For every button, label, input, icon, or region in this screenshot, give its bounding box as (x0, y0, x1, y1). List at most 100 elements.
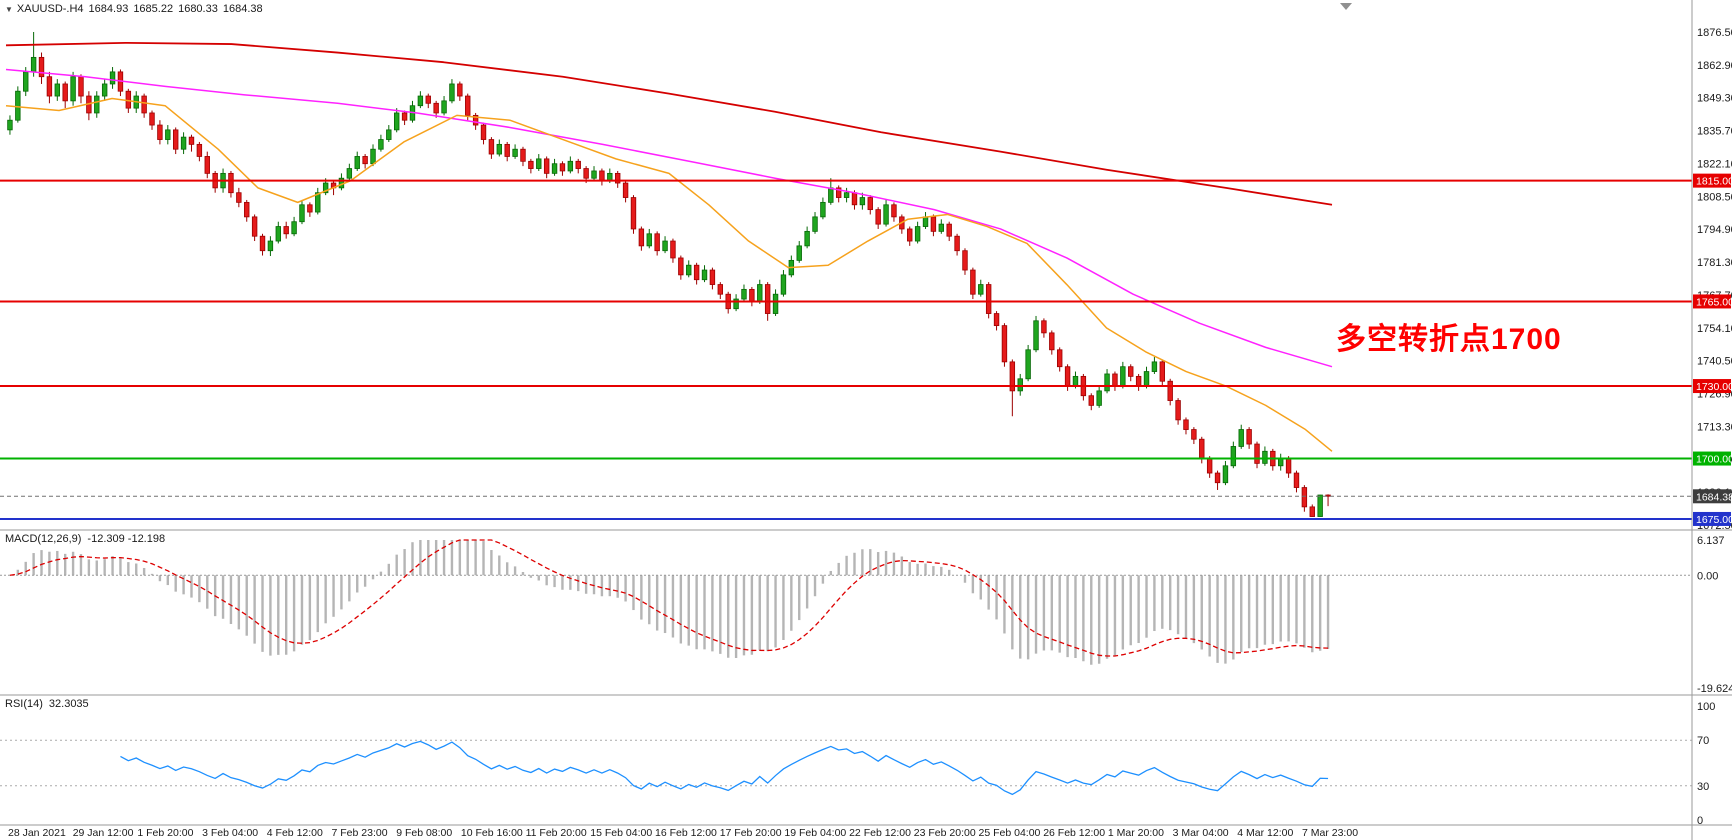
level-1700.00-badge (1693, 451, 1731, 466)
candle-body (196, 143, 203, 157)
candle-body (946, 223, 952, 237)
candle-body (480, 124, 487, 140)
rsi-line (120, 740, 1329, 796)
candle-body (536, 158, 542, 169)
candle-body (141, 95, 147, 114)
candle-body (267, 240, 274, 252)
candle-body (1064, 366, 1071, 387)
level-1700.00-badge-label: 1700.00 (1696, 454, 1732, 466)
price-axis-label: 1849.30 (1697, 93, 1732, 105)
level-1730.00-badge-label: 1730.00 (1696, 381, 1732, 393)
macd-values: -12.309 -12.198 (87, 533, 166, 545)
candle-body (1285, 458, 1292, 474)
rsi-axis-label: 30 (1697, 781, 1709, 793)
price-axis[interactable]: 1876.50 1862.90 1849.30 1835.70 1822.10 1808.… (1697, 27, 1732, 827)
macd-axis-label: 6.137 (1697, 535, 1725, 547)
candle-body (978, 284, 984, 295)
chart-shift-marker-icon[interactable] (1340, 3, 1352, 10)
time-axis-label: 9 Feb 08:00 (396, 827, 452, 839)
macd-indicator-label: MACD(12,26,9) -12.309 -12.198 (5, 533, 165, 545)
candle-body (701, 269, 708, 281)
candle-body (1033, 320, 1039, 351)
candle-body (283, 226, 289, 235)
candle-body (528, 160, 534, 169)
time-axis-label: 1 Feb 20:00 (137, 827, 193, 839)
rsi-name: RSI(14) (5, 698, 43, 710)
candle-body (259, 235, 266, 252)
candle-body (709, 269, 716, 285)
candle-body (1120, 366, 1126, 387)
candle-body (1143, 371, 1150, 387)
symbol-dropdown-arrow-icon[interactable]: ▼ (5, 5, 13, 14)
candle-body (1254, 443, 1260, 464)
candlestick-series (7, 32, 1331, 517)
candle-body (733, 298, 739, 310)
candle-body (94, 95, 100, 114)
candle-body (993, 313, 1000, 327)
candle-body (543, 158, 550, 174)
level-1675.00-badge (1693, 511, 1731, 526)
candle-body (78, 76, 84, 97)
candle-body (970, 269, 976, 295)
time-axis-label: 17 Feb 20:00 (720, 827, 782, 839)
candle-body (125, 90, 132, 109)
candle-body (828, 187, 834, 203)
candle-body (46, 76, 53, 97)
time-axis-label: 23 Feb 20:00 (914, 827, 976, 839)
level-1815.00-badge (1693, 173, 1731, 188)
candle-body (1317, 494, 1323, 517)
time-axis[interactable]: 28 Jan 2021 29 Jan 12:00 1 Feb 20:00 3 Feb … (8, 827, 1358, 839)
price-axis-label: 1808.50 (1697, 191, 1732, 203)
candle-body (1096, 390, 1102, 406)
candle-body (393, 112, 400, 131)
moving-average-slow[interactable] (5, 41, 1333, 206)
moving-average-mid[interactable] (5, 68, 1333, 368)
bid-price-badge (1693, 489, 1731, 504)
level-1815.00-badge-label: 1815.00 (1696, 176, 1732, 188)
candle-body (1183, 419, 1189, 430)
price-axis-label: 1862.90 (1697, 60, 1732, 72)
candle-body (172, 129, 179, 150)
candle-body (1104, 373, 1110, 392)
candle-body (1222, 465, 1229, 484)
time-axis-label: 4 Mar 12:00 (1237, 827, 1293, 839)
candle-body (962, 250, 968, 271)
candle-body (591, 170, 597, 179)
candle-body (875, 209, 881, 225)
candle-body (638, 228, 645, 247)
candle-body (954, 235, 960, 252)
macd-name: MACD(12,26,9) (5, 533, 82, 545)
candle-body (62, 83, 68, 102)
symbol-name: XAUUSD-.H4 (16, 3, 84, 15)
candle-body (1191, 429, 1197, 440)
candle-body (1199, 438, 1205, 459)
candle-body (496, 143, 503, 155)
candle-body (567, 160, 574, 172)
candle-body (1301, 487, 1308, 508)
candle-body (109, 71, 116, 85)
candle-body (820, 201, 826, 218)
candle-body (1277, 458, 1284, 467)
time-axis-label: 15 Feb 04:00 (590, 827, 652, 839)
candle-body (764, 284, 771, 314)
macd-axis-label: 0.00 (1697, 570, 1718, 582)
candle-body (275, 226, 282, 242)
time-axis-label: 29 Jan 12:00 (73, 827, 134, 839)
candle-body (228, 172, 234, 194)
candle-body (7, 119, 13, 131)
candle-body (717, 284, 724, 295)
candle-body (1001, 325, 1008, 363)
rsi-axis-label: 70 (1697, 735, 1709, 747)
candle-body (1009, 361, 1016, 392)
candle-body (362, 156, 368, 165)
moving-average-fast[interactable] (5, 97, 1333, 452)
chart-annotation-text[interactable]: 多空转折点1700 (1336, 323, 1562, 356)
ohlc-low: 1680.33 (178, 3, 218, 15)
macd-axis-label: -19.624 (1697, 683, 1732, 695)
ohlc-open: 1684.93 (88, 3, 129, 15)
rsi-axis-label: 0 (1697, 815, 1703, 827)
candle-body (907, 228, 913, 242)
rsi-axis-label: 100 (1697, 701, 1715, 713)
candle-body (70, 76, 76, 102)
